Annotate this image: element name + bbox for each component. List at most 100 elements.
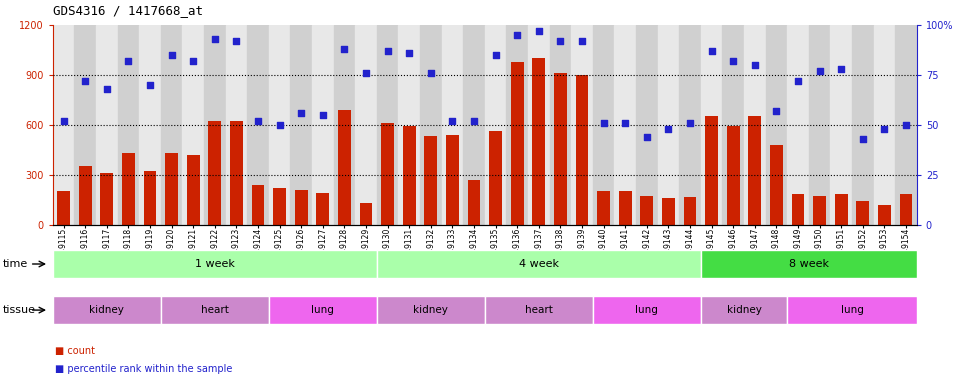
Point <box>704 48 719 54</box>
Bar <box>269 296 376 324</box>
Point <box>660 126 676 132</box>
Bar <box>291 25 312 225</box>
Point <box>207 36 223 42</box>
Bar <box>640 195 654 225</box>
Bar <box>355 25 377 225</box>
Bar <box>701 25 723 225</box>
Point <box>833 66 849 72</box>
Point <box>401 50 417 56</box>
Point <box>531 28 546 34</box>
Point <box>423 70 439 76</box>
Bar <box>403 126 416 225</box>
Point <box>553 38 568 44</box>
Point <box>855 136 871 142</box>
Point <box>142 82 157 88</box>
Bar <box>442 25 464 225</box>
Bar <box>230 121 243 225</box>
Bar <box>420 25 442 225</box>
Bar <box>226 25 248 225</box>
Bar <box>813 196 827 225</box>
Text: kidney: kidney <box>727 305 761 315</box>
Bar <box>852 25 874 225</box>
Bar <box>53 25 75 225</box>
Point <box>726 58 741 64</box>
Text: ■ percentile rank within the sample: ■ percentile rank within the sample <box>55 364 232 374</box>
Point <box>876 126 892 132</box>
Bar <box>312 25 334 225</box>
Point <box>185 58 201 64</box>
Point <box>747 62 762 68</box>
Bar <box>118 25 139 225</box>
Bar <box>701 296 787 324</box>
Bar <box>766 25 787 225</box>
Text: time: time <box>3 259 28 269</box>
Point <box>380 48 396 54</box>
Bar <box>723 25 744 225</box>
Point <box>769 108 784 114</box>
Point <box>617 120 633 126</box>
Bar <box>809 25 830 225</box>
Point <box>510 32 525 38</box>
Bar <box>835 194 848 225</box>
Bar <box>701 250 917 278</box>
Bar <box>619 191 632 225</box>
Bar <box>376 250 701 278</box>
Bar <box>252 185 265 225</box>
Bar <box>662 198 675 225</box>
Bar <box>532 58 545 225</box>
Text: lung: lung <box>636 305 659 315</box>
Bar <box>706 116 718 225</box>
Bar <box>787 25 809 225</box>
Bar <box>161 296 269 324</box>
Point <box>899 122 914 128</box>
Point <box>78 78 93 84</box>
Text: kidney: kidney <box>414 305 448 315</box>
Point <box>164 52 180 58</box>
Bar <box>744 25 766 225</box>
Bar <box>381 123 395 225</box>
Point <box>121 58 136 64</box>
Point <box>812 68 828 74</box>
Point <box>467 118 482 124</box>
Bar <box>856 200 870 225</box>
Bar <box>830 25 852 225</box>
Bar <box>592 296 701 324</box>
Point <box>574 38 589 44</box>
Point <box>99 86 114 92</box>
Bar <box>614 25 636 225</box>
Text: tissue: tissue <box>3 305 36 315</box>
Bar <box>398 25 420 225</box>
Bar <box>53 296 161 324</box>
Bar <box>485 25 507 225</box>
Bar <box>597 191 611 225</box>
Bar <box>680 25 701 225</box>
Text: lung: lung <box>841 305 863 315</box>
Bar <box>161 25 182 225</box>
Bar <box>122 153 134 225</box>
Point <box>488 52 503 58</box>
Bar <box>269 25 291 225</box>
Bar <box>576 75 588 225</box>
Bar <box>165 153 179 225</box>
Bar <box>317 193 329 225</box>
Bar <box>295 190 307 225</box>
Text: heart: heart <box>525 305 553 315</box>
Text: lung: lung <box>311 305 334 315</box>
Text: 1 week: 1 week <box>195 259 235 269</box>
Bar <box>144 170 156 225</box>
Bar <box>787 296 917 324</box>
Bar <box>571 25 593 225</box>
Bar <box>208 121 222 225</box>
Bar <box>446 135 459 225</box>
Text: ■ count: ■ count <box>55 346 95 356</box>
Bar <box>377 25 398 225</box>
Bar <box>53 250 376 278</box>
Bar <box>878 205 891 225</box>
Point <box>639 134 655 140</box>
Bar <box>658 25 680 225</box>
Point <box>272 122 287 128</box>
Bar <box>684 197 697 225</box>
Point <box>790 78 805 84</box>
Point <box>683 120 698 126</box>
Bar <box>593 25 614 225</box>
